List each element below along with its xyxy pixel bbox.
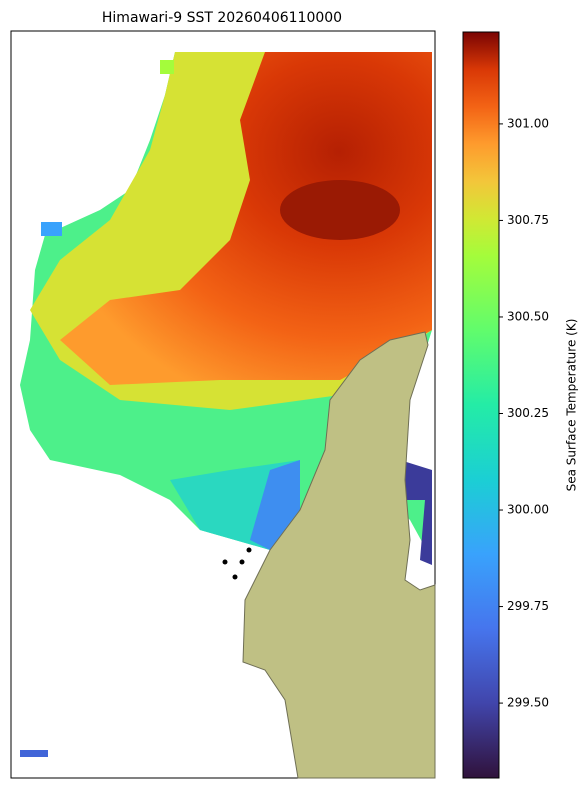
colorbar-tick-label: 299.75	[507, 599, 549, 613]
colorbar-tick-label: 299.50	[507, 696, 549, 710]
sst-warm	[60, 52, 432, 385]
colorbar-label: Sea Surface Temperature (K)	[565, 319, 579, 492]
sst-pixel	[41, 222, 62, 236]
colorbar-tick-label: 300.75	[507, 213, 549, 227]
colorbar-tick-label: 300.00	[507, 503, 549, 517]
map	[10, 30, 436, 779]
chart-title: Himawari-9 SST 20260406110000	[102, 10, 342, 26]
land	[242, 331, 436, 779]
point	[232, 574, 238, 580]
point	[222, 559, 228, 565]
colorbar-tick-label: 301.00	[507, 116, 549, 130]
colorbar-tick-label: 300.50	[507, 309, 549, 323]
point	[239, 559, 245, 565]
point	[246, 547, 252, 553]
sst-hot	[280, 180, 400, 240]
colorbar-tick-label: 300.25	[507, 406, 549, 420]
colorbar	[462, 31, 500, 779]
sst-pixel	[160, 60, 174, 74]
sst-blue	[250, 460, 300, 550]
sst-dark	[400, 460, 432, 565]
sst-pixel	[20, 750, 48, 757]
